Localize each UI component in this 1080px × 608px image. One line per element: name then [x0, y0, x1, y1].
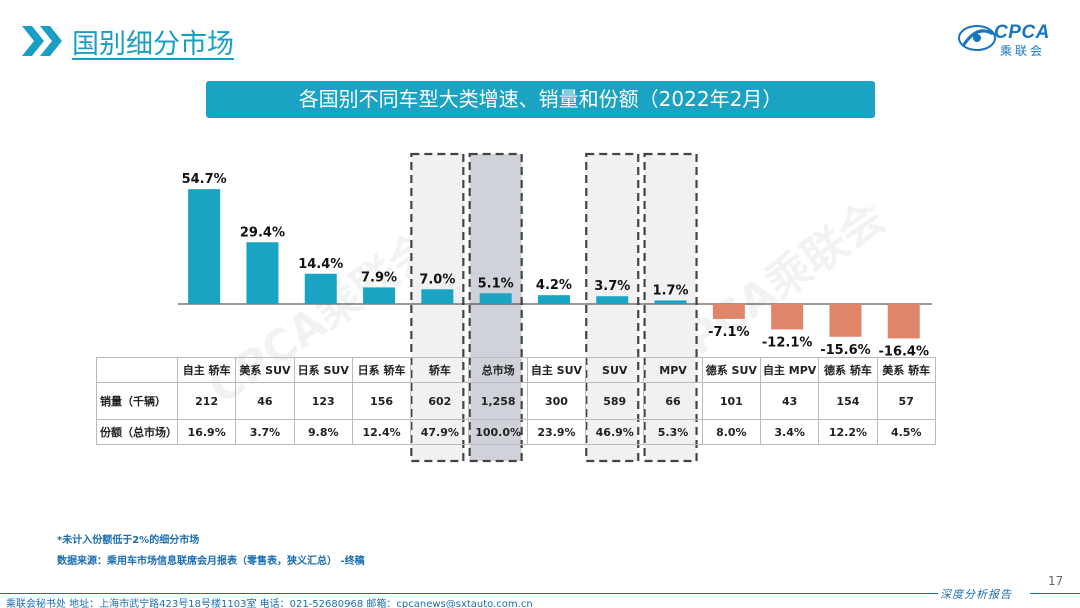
chart-title-banner: 各国别不同车型大类增速、销量和份额（2022年2月） [206, 81, 875, 118]
bar [188, 189, 221, 304]
table-header-cell: SUV [585, 357, 645, 383]
table-cell: 100.0% [468, 419, 528, 445]
table-cell: 3.7% [235, 419, 295, 445]
table-cell: 602 [410, 382, 470, 420]
bar [363, 287, 396, 304]
table-cell: 12.2% [818, 419, 878, 445]
table-cell: 66 [643, 382, 703, 420]
data-label: 5.1% [478, 276, 514, 291]
table-header-cell: 德系 轿车 [818, 357, 878, 383]
page-title: 国别细分市场 [72, 29, 234, 60]
table-row-label: 份额（总市场） [96, 419, 178, 445]
table-cell: 46 [235, 382, 295, 420]
table-row: 份额（总市场） 16.9% 3.7% 9.8% 12.4% 47.9% 100.0% 23.9… [96, 419, 936, 445]
table-cell: 46.9% [585, 419, 645, 445]
bar [654, 300, 687, 304]
logo-subtext: 乘联会 [1000, 44, 1046, 58]
data-label: 7.0% [419, 272, 455, 287]
table-cell: 12.4% [351, 419, 412, 445]
table-header-cell: 日系 SUV [293, 357, 353, 383]
footnote: *未计入份额低于2%的细分市场 [57, 535, 200, 546]
table-cell: 1,258 [468, 382, 528, 420]
data-label: 7.9% [361, 270, 397, 285]
table-header-row: 自主 轿车 美系 SUV 日系 SUV 日系 轿车 轿车 总市场 自主 SUV SUV MPV 德… [96, 357, 936, 383]
data-label: 14.4% [298, 257, 343, 272]
bar [479, 293, 512, 304]
table-cell: 156 [351, 382, 412, 420]
cpca-logo-icon [958, 25, 996, 51]
bar [421, 289, 454, 304]
table-header-cell: 轿车 [410, 357, 470, 383]
data-table: 自主 轿车 美系 SUV 日系 SUV 日系 轿车 轿车 总市场 自主 SUV SUV MPV 德… [96, 357, 936, 445]
table-header-cell: 总市场 [468, 357, 528, 383]
table-cell: 57 [876, 382, 936, 420]
bar [537, 295, 570, 304]
table-cell: 5.3% [643, 419, 703, 445]
bar [246, 242, 279, 304]
data-label: -7.1% [708, 325, 749, 340]
bar [887, 304, 920, 339]
table-cell: 4.5% [876, 419, 936, 445]
data-label: -15.6% [820, 343, 871, 358]
data-label: 4.2% [536, 278, 572, 293]
table-cell: 3.4% [759, 419, 820, 445]
table-header-cell: 自主 轿车 [176, 357, 237, 383]
table-header-cell: MPV [643, 357, 703, 383]
bar [771, 304, 804, 330]
table-header-cell: 自主 SUV [526, 357, 587, 383]
bar [712, 304, 745, 319]
data-label: 1.7% [653, 283, 689, 298]
table-cell: 123 [293, 382, 353, 420]
bars-layer: 54.7% 29.4% 14.4% 7.9% 7.0% 5.1% 4.2% 3.7% 1.7% -… [182, 172, 929, 359]
bar [304, 273, 337, 304]
table-corner-cell [96, 357, 178, 383]
footer-contact-info: 乘联会秘书处 地址：上海市武宁路423号18号楼1103室 电话：021-526… [6, 599, 533, 608]
footer-divider [0, 593, 938, 594]
data-label: 3.7% [594, 279, 630, 294]
table-header-cell: 美系 SUV [235, 357, 295, 383]
data-label: 54.7% [182, 172, 227, 187]
bar [829, 304, 862, 337]
bar [596, 296, 629, 304]
table-cell: 43 [759, 382, 820, 420]
table-cell: 300 [526, 382, 587, 420]
table-cell: 212 [176, 382, 237, 420]
table-row: 销量（千辆） 212 46 123 156 602 1,258 300 589 66 101 43 15… [96, 382, 936, 420]
table-header-cell: 美系 轿车 [876, 357, 936, 383]
table-header-cell: 日系 轿车 [351, 357, 412, 383]
data-source-note: 数据来源：乘用车市场信息联席会月报表（零售表，狭义汇总） -终稿 [57, 556, 365, 567]
table-cell: 9.8% [293, 419, 353, 445]
table-header-cell: 自主 MPV [759, 357, 820, 383]
data-label: 29.4% [240, 225, 285, 240]
table-cell: 23.9% [526, 419, 587, 445]
chevron-double-right-icon [22, 26, 62, 56]
table-cell: 16.9% [176, 419, 237, 445]
footer-divider [1030, 593, 1080, 594]
data-label: -12.1% [762, 335, 813, 350]
logo-text: CPCA [994, 22, 1050, 43]
table-row-label: 销量（千辆） [96, 382, 178, 420]
data-label: -16.4% [879, 344, 930, 359]
table-cell: 8.0% [701, 419, 761, 445]
table-cell: 47.9% [410, 419, 470, 445]
table-cell: 101 [701, 382, 761, 420]
table-cell: 154 [818, 382, 878, 420]
table-header-cell: 德系 SUV [701, 357, 761, 383]
page-number: 17 [1048, 574, 1064, 588]
table-cell: 589 [585, 382, 645, 420]
footer-report-label: 深度分析报告 [940, 588, 1012, 601]
